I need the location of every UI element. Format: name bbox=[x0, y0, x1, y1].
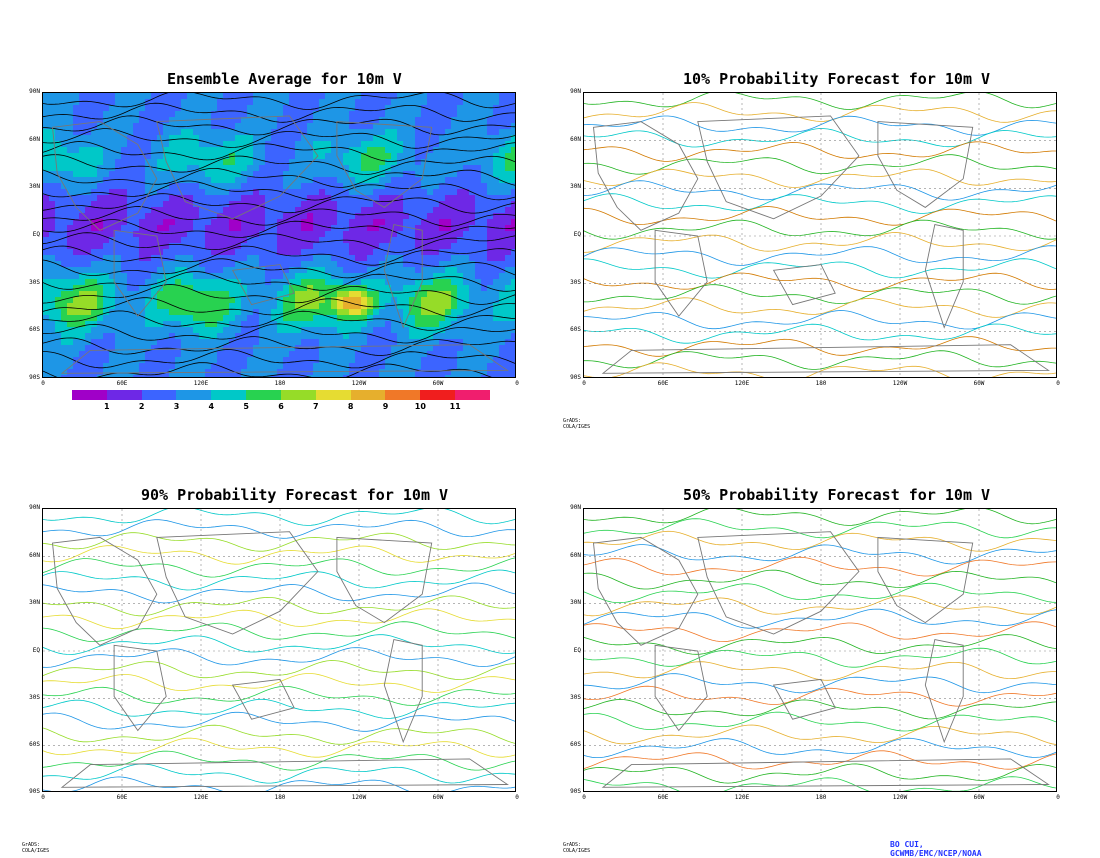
lat-label: 30S bbox=[29, 694, 40, 701]
lon-label: 60E bbox=[116, 794, 128, 801]
contour-map bbox=[583, 92, 1057, 378]
panel-title: Ensemble Average for 10m V bbox=[167, 70, 402, 88]
panel-title: 90% Probability Forecast for 10m V bbox=[141, 486, 449, 504]
lat-label: 60N bbox=[570, 552, 581, 559]
lon-label: 120E bbox=[734, 794, 750, 801]
lat-label: 30N bbox=[570, 183, 581, 190]
colorbar-swatch bbox=[211, 390, 247, 400]
lat-label: 30N bbox=[29, 183, 40, 190]
grads-credit: GrADS: COLA/IGES bbox=[563, 842, 591, 854]
lat-label: 30S bbox=[570, 279, 581, 286]
colorbar-swatch bbox=[420, 390, 456, 400]
colorbar-swatch bbox=[350, 390, 386, 400]
colorbar-label: 4 bbox=[208, 402, 215, 411]
map-canvas bbox=[43, 93, 515, 377]
grads-credit: GrADS: COLA/IGES bbox=[563, 418, 591, 430]
lat-label: 90S bbox=[570, 374, 581, 381]
lon-label: 180 bbox=[815, 380, 827, 387]
lat-label: 60S bbox=[570, 326, 581, 333]
colorbar bbox=[72, 390, 490, 402]
lon-label: 0 bbox=[41, 794, 45, 801]
lon-label: 120E bbox=[193, 794, 209, 801]
lat-label: EQ bbox=[573, 231, 581, 238]
lat-label: 30S bbox=[570, 694, 581, 701]
lat-label: 60N bbox=[29, 136, 40, 143]
colorbar-swatch bbox=[385, 390, 421, 400]
colorbar-label: 6 bbox=[278, 402, 284, 411]
contour-map bbox=[42, 508, 516, 792]
colorbar-label: 11 bbox=[449, 402, 461, 411]
lat-label: EQ bbox=[32, 231, 40, 238]
lon-label: 0 bbox=[1056, 794, 1060, 801]
lon-label: 120W bbox=[351, 380, 367, 387]
lon-label: 60E bbox=[657, 380, 669, 387]
colorbar-swatch bbox=[72, 390, 107, 400]
lon-label: 120W bbox=[351, 794, 367, 801]
lat-label: 30N bbox=[29, 599, 40, 606]
colorbar-swatch bbox=[176, 390, 212, 400]
colorbar-label: 10 bbox=[414, 402, 426, 411]
lat-label: 90S bbox=[29, 788, 40, 795]
lon-label: 180 bbox=[274, 380, 286, 387]
lat-label: 30N bbox=[570, 599, 581, 606]
lat-label: 60S bbox=[570, 741, 581, 748]
lat-label: 90S bbox=[29, 374, 40, 381]
lat-label: 90N bbox=[29, 88, 40, 95]
grads-credit: GrADS: COLA/IGES bbox=[22, 842, 50, 854]
lat-label: 90N bbox=[570, 88, 581, 95]
panel-title: 50% Probability Forecast for 10m V bbox=[683, 486, 991, 504]
lat-label: 90N bbox=[29, 504, 40, 511]
lat-label: 30S bbox=[29, 279, 40, 286]
map-canvas bbox=[584, 93, 1056, 377]
lat-label: 90N bbox=[570, 504, 581, 511]
lon-label: 60E bbox=[116, 380, 128, 387]
colorbar-label: 8 bbox=[347, 402, 354, 411]
lon-label: 120W bbox=[892, 794, 908, 801]
colorbar-label: 1 bbox=[104, 402, 110, 411]
colorbar-label: 2 bbox=[138, 402, 145, 411]
lon-label: 60W bbox=[432, 380, 444, 387]
lon-label: 0 bbox=[582, 380, 586, 387]
lon-label: 60W bbox=[973, 794, 985, 801]
lon-label: 0 bbox=[582, 794, 586, 801]
map-canvas bbox=[584, 509, 1056, 791]
shaded-map bbox=[42, 92, 516, 378]
colorbar-swatch bbox=[280, 390, 316, 400]
lon-label: 180 bbox=[274, 794, 286, 801]
lat-label: EQ bbox=[32, 647, 40, 654]
contour-map bbox=[583, 508, 1057, 792]
panel-title: 10% Probability Forecast for 10m V bbox=[683, 70, 991, 88]
colorbar-label: 5 bbox=[243, 402, 249, 411]
colorbar-label: 9 bbox=[382, 402, 389, 411]
lon-label: 0 bbox=[515, 380, 519, 387]
colorbar-swatch bbox=[246, 390, 281, 400]
lat-label: 90S bbox=[570, 788, 581, 795]
map-canvas bbox=[43, 509, 515, 791]
colorbar-swatch bbox=[455, 390, 490, 400]
colorbar-swatch bbox=[315, 390, 351, 400]
lon-label: 180 bbox=[815, 794, 827, 801]
lon-label: 60E bbox=[657, 794, 669, 801]
lon-label: 120E bbox=[193, 380, 209, 387]
lon-label: 60W bbox=[432, 794, 444, 801]
colorbar-label: 3 bbox=[173, 402, 180, 411]
lat-label: 60S bbox=[29, 741, 40, 748]
attribution-text: BO CUI, GCWMB/EMC/NCEP/NOAA bbox=[890, 840, 982, 858]
lon-label: 0 bbox=[515, 794, 519, 801]
lon-label: 0 bbox=[1056, 380, 1060, 387]
lat-label: 60S bbox=[29, 326, 40, 333]
lat-label: 60N bbox=[570, 136, 581, 143]
lat-label: 60N bbox=[29, 552, 40, 559]
lon-label: 120E bbox=[734, 380, 750, 387]
lon-label: 0 bbox=[41, 380, 45, 387]
lon-label: 120W bbox=[892, 380, 908, 387]
colorbar-label: 7 bbox=[313, 402, 319, 411]
colorbar-swatch bbox=[141, 390, 177, 400]
lon-label: 60W bbox=[973, 380, 985, 387]
lat-label: EQ bbox=[573, 647, 581, 654]
colorbar-swatch bbox=[106, 390, 142, 400]
